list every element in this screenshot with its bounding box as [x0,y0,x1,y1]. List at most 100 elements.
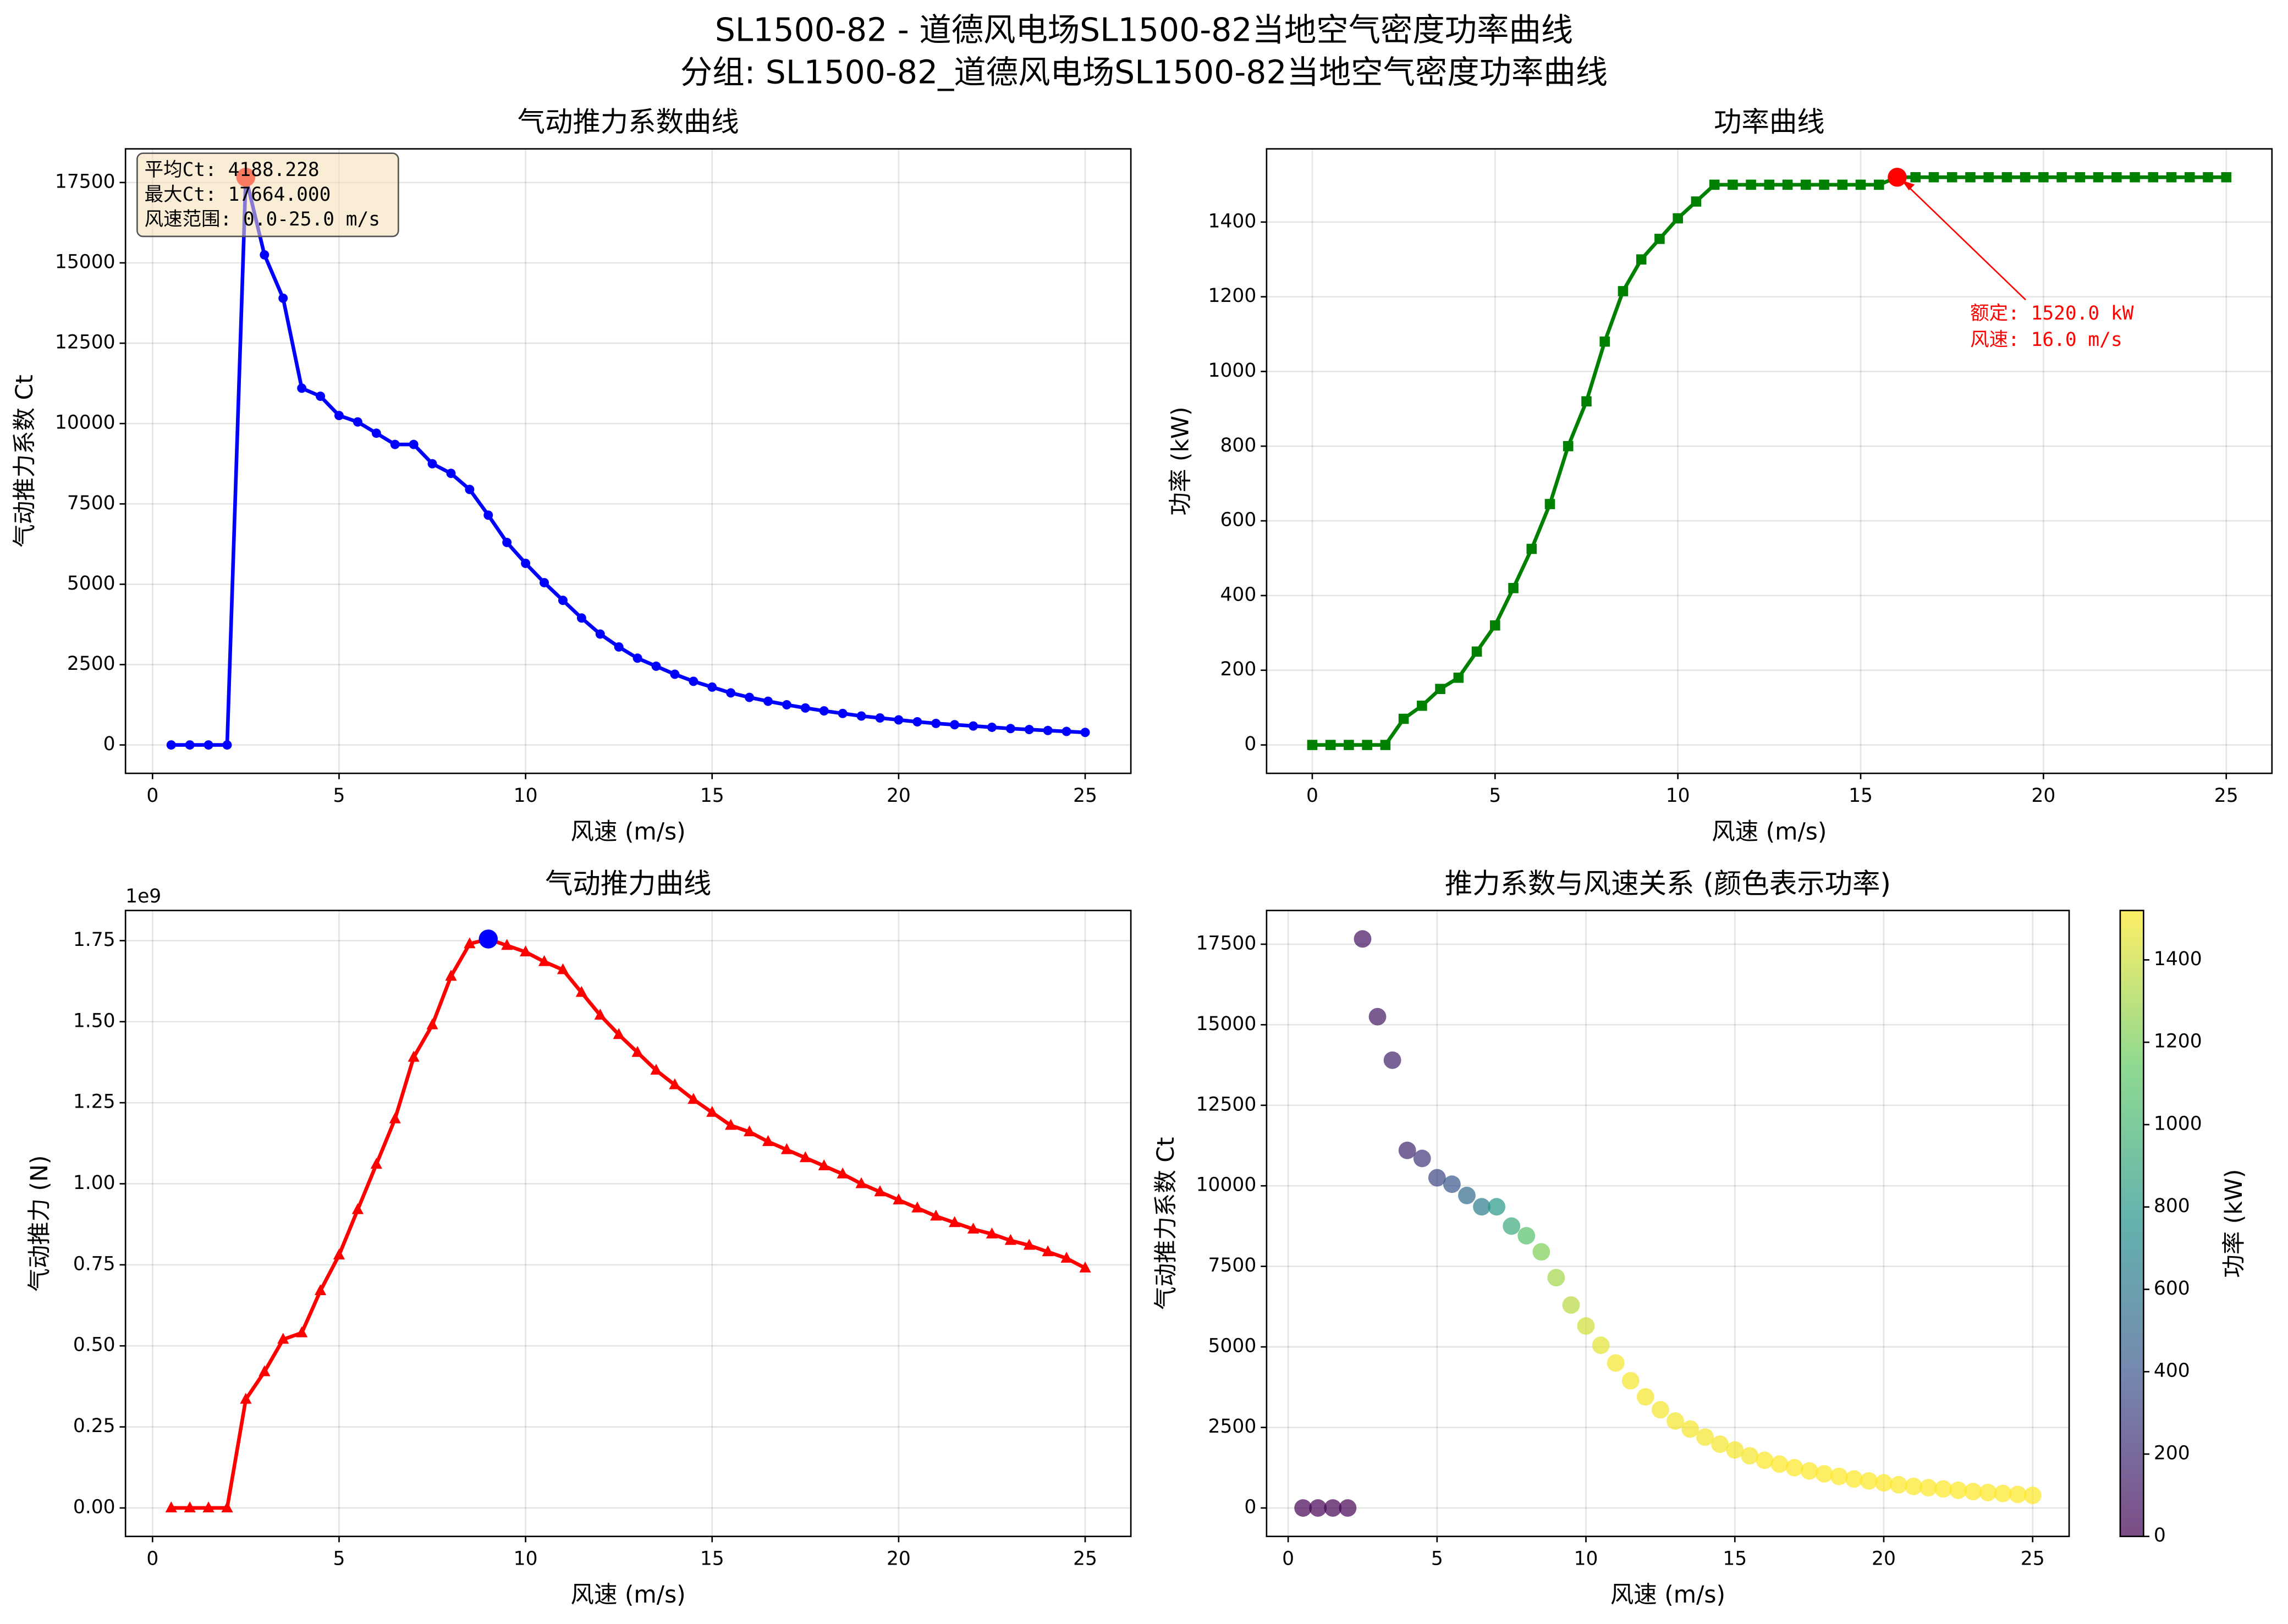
marker [557,963,569,975]
marker [1855,179,1866,190]
scatter-point [1651,1401,1669,1419]
marker [409,439,419,449]
marker [202,1501,215,1512]
marker [632,653,642,663]
x-tick-label: 15 [700,1548,724,1570]
colorbar-tick-label: 1400 [2154,948,2202,970]
marker [856,711,866,721]
marker [1673,213,1683,224]
y-tick-label: 800 [1220,434,1256,456]
y-tick-label: 0.75 [73,1253,116,1275]
marker [2221,172,2232,183]
marker [613,1028,625,1039]
marker [726,688,736,698]
marker [780,1143,793,1154]
marker [595,629,605,639]
stats-text: 风速范围: 0.0-25.0 m/s [145,208,380,230]
marker [650,1064,662,1075]
scatter-point [1577,1317,1595,1335]
y-tick-label: 1.75 [73,929,116,951]
marker [576,613,586,623]
scatter-point [1681,1420,1699,1438]
marker [1801,179,1811,190]
marker [893,1193,905,1204]
scatter-point [1398,1141,1416,1159]
y-tick-label: 600 [1220,509,1256,531]
marker [1508,583,1519,593]
marker [2001,172,2012,183]
marker [1837,179,1848,190]
series-line [171,937,1086,1510]
marker [1599,336,1610,347]
scatter-point [1368,1008,1387,1026]
marker [614,642,624,652]
marker [166,740,176,750]
marker [1325,740,1336,750]
x-axis-label: 风速 (m/s) [1610,1582,1725,1609]
marker [184,1501,196,1512]
marker [688,1093,700,1104]
marker [334,411,344,421]
y-tick-label: 0 [1244,1496,1256,1518]
marker [1435,684,1445,694]
marker [240,1392,252,1404]
subplot-title: 气动推力系数曲线 [518,106,739,138]
marker [1618,286,1629,296]
marker [465,485,475,494]
y-tick-label: 15000 [1196,1013,1257,1035]
marker [575,986,587,997]
figure-subtitle: 分组: SL1500-82_道德风电场SL1500-82当地空气密度功率曲线 [680,53,1608,91]
marker [2130,172,2140,183]
marker [1563,441,1574,452]
scatter-point [1726,1441,1744,1459]
marker [911,1201,923,1213]
marker [1453,673,1464,683]
marker [2184,172,2195,183]
marker [278,293,288,303]
plot-frame [124,910,1132,1538]
scatter-point [1711,1435,1729,1453]
x-tick-label: 20 [887,1548,911,1570]
marker [1024,725,1034,735]
x-axis-label: 风速 (m/s) [1712,818,1827,845]
marker [818,1159,830,1171]
marker [1471,646,1482,657]
marker [631,1045,644,1057]
marker [445,970,457,981]
scatter-point [1964,1483,1982,1501]
plot-area [1266,148,2272,774]
marker [1581,396,1592,407]
y-tick-label: 2500 [1208,1416,1257,1438]
marker [1544,499,1555,509]
scatter-point [1920,1479,1938,1497]
colorbar-tick-label: 0 [2154,1524,2166,1546]
marker [1965,172,1976,183]
scatter-point [1339,1499,1357,1517]
x-tick-label: 25 [2021,1548,2045,1570]
marker [912,717,922,727]
y-axis-label: 功率 (kW) [1167,406,1194,515]
scatter-point [1473,1198,1491,1216]
marker [1636,254,1647,265]
marker [1417,700,1427,711]
marker [1819,179,1829,190]
marker [1060,1252,1072,1263]
marker [521,558,531,568]
marker [483,510,493,520]
marker [1043,725,1053,735]
marker [389,1112,401,1124]
marker [987,722,997,732]
marker [1746,179,1756,190]
marker [296,1326,308,1337]
x-tick-label: 5 [333,785,345,807]
colorbar-tick-label: 1000 [2154,1113,2202,1135]
scatter-point [1562,1296,1580,1314]
y-tick-label: 17500 [55,170,116,192]
scatter-point [1621,1372,1640,1390]
y-tick-label: 12500 [55,332,116,354]
marker [353,417,362,427]
marker [689,676,698,686]
marker [258,1365,271,1377]
marker [1062,726,1071,736]
colorbar-tick-label: 200 [2154,1442,2190,1464]
